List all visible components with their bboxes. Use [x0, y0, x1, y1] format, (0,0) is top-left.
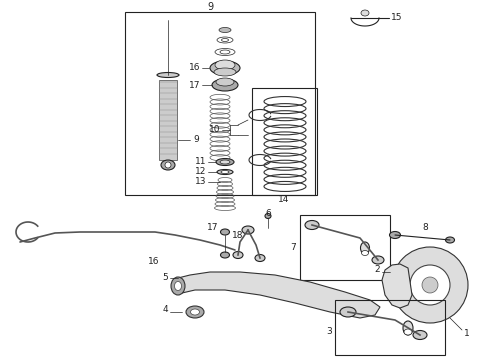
- Ellipse shape: [221, 171, 229, 174]
- Ellipse shape: [157, 72, 179, 77]
- Ellipse shape: [340, 307, 356, 317]
- Ellipse shape: [186, 306, 204, 318]
- Text: 7: 7: [290, 243, 296, 252]
- Circle shape: [410, 265, 450, 305]
- Text: 15: 15: [391, 13, 402, 22]
- Text: 16: 16: [148, 257, 160, 266]
- Ellipse shape: [403, 321, 413, 335]
- Text: 12: 12: [195, 167, 206, 176]
- Text: 17: 17: [189, 81, 200, 90]
- Ellipse shape: [361, 242, 369, 254]
- Ellipse shape: [233, 252, 243, 258]
- Ellipse shape: [220, 252, 229, 258]
- Ellipse shape: [242, 226, 254, 234]
- Text: 9: 9: [193, 135, 199, 144]
- Text: 13: 13: [195, 177, 206, 186]
- Ellipse shape: [165, 162, 171, 168]
- Ellipse shape: [404, 329, 412, 335]
- Ellipse shape: [305, 220, 319, 230]
- Bar: [125, 12, 315, 195]
- Text: 5: 5: [162, 273, 168, 282]
- Text: 10: 10: [209, 126, 220, 135]
- Bar: [252, 88, 317, 195]
- Ellipse shape: [174, 282, 181, 291]
- Ellipse shape: [214, 68, 236, 76]
- Polygon shape: [175, 272, 380, 318]
- Text: 6: 6: [265, 208, 271, 217]
- Ellipse shape: [362, 251, 368, 256]
- Ellipse shape: [220, 229, 229, 235]
- Ellipse shape: [265, 213, 271, 219]
- Ellipse shape: [217, 170, 233, 175]
- Text: 17: 17: [206, 224, 218, 233]
- Circle shape: [422, 277, 438, 293]
- Bar: [335, 300, 445, 355]
- Ellipse shape: [445, 237, 455, 243]
- Text: 3: 3: [326, 328, 332, 337]
- Ellipse shape: [219, 27, 231, 32]
- Circle shape: [392, 247, 468, 323]
- Ellipse shape: [216, 78, 234, 86]
- Text: 11: 11: [195, 158, 206, 166]
- Text: 9: 9: [207, 2, 213, 12]
- Ellipse shape: [221, 39, 228, 41]
- Ellipse shape: [361, 10, 369, 16]
- Text: 8: 8: [422, 224, 428, 233]
- Text: 14: 14: [278, 195, 290, 204]
- Ellipse shape: [217, 37, 233, 43]
- Text: 1: 1: [464, 328, 470, 338]
- Ellipse shape: [390, 231, 400, 238]
- Text: 2: 2: [374, 266, 380, 274]
- Ellipse shape: [220, 160, 230, 164]
- Ellipse shape: [220, 50, 230, 54]
- Ellipse shape: [210, 61, 240, 75]
- Text: 16: 16: [189, 63, 200, 72]
- Ellipse shape: [372, 256, 384, 264]
- Bar: [300, 215, 390, 280]
- Ellipse shape: [215, 60, 235, 70]
- Ellipse shape: [171, 277, 185, 295]
- Text: 4: 4: [162, 306, 168, 315]
- Ellipse shape: [161, 160, 175, 170]
- Ellipse shape: [215, 49, 235, 55]
- Ellipse shape: [255, 255, 265, 261]
- Bar: [159, 80, 177, 160]
- Ellipse shape: [191, 309, 199, 315]
- Polygon shape: [382, 264, 412, 308]
- Ellipse shape: [216, 158, 234, 166]
- Ellipse shape: [212, 79, 238, 91]
- Text: 18: 18: [232, 230, 244, 239]
- Ellipse shape: [413, 330, 427, 339]
